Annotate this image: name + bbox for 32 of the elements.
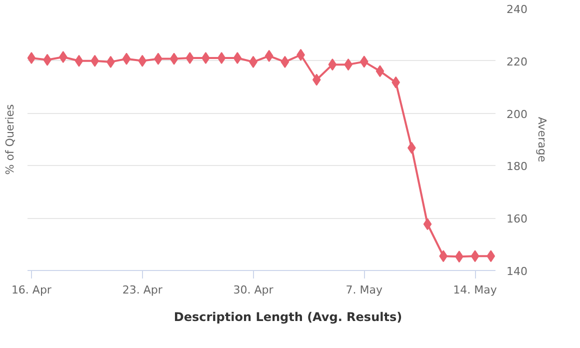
point <box>328 58 337 71</box>
point <box>264 50 274 62</box>
point <box>470 250 480 262</box>
x-tick-label: 23. Apr <box>122 284 163 296</box>
point <box>423 218 432 230</box>
point <box>312 74 321 86</box>
text: Description Length (Avg. Results) <box>174 310 402 324</box>
point <box>74 54 84 67</box>
y2-tick-label: 240 <box>506 3 528 16</box>
point <box>186 52 194 64</box>
point <box>217 52 226 64</box>
point <box>170 52 178 65</box>
x-tick-label: 14. May <box>453 284 498 296</box>
x-tick-label: 30. Apr <box>233 284 274 296</box>
point <box>233 52 242 64</box>
y2-tick-label: 140 <box>506 265 528 278</box>
point <box>439 250 448 262</box>
y2-tick-label: 160 <box>506 212 528 226</box>
point <box>376 65 384 78</box>
point <box>360 56 368 68</box>
y2-axis-title: Average <box>535 116 548 162</box>
y2-tick-label: 200 <box>506 108 528 121</box>
y-axis-title: % of Queries <box>4 104 16 175</box>
y2-tick-label: 180 <box>506 160 528 174</box>
point <box>280 56 290 68</box>
point <box>138 54 147 67</box>
point <box>122 52 131 65</box>
y2-tick-label: 220 <box>506 55 528 68</box>
x-tick-label: 16. Apr <box>11 284 52 296</box>
x-tick-label: 7. May <box>346 284 383 296</box>
point <box>486 250 496 262</box>
point <box>58 50 68 63</box>
